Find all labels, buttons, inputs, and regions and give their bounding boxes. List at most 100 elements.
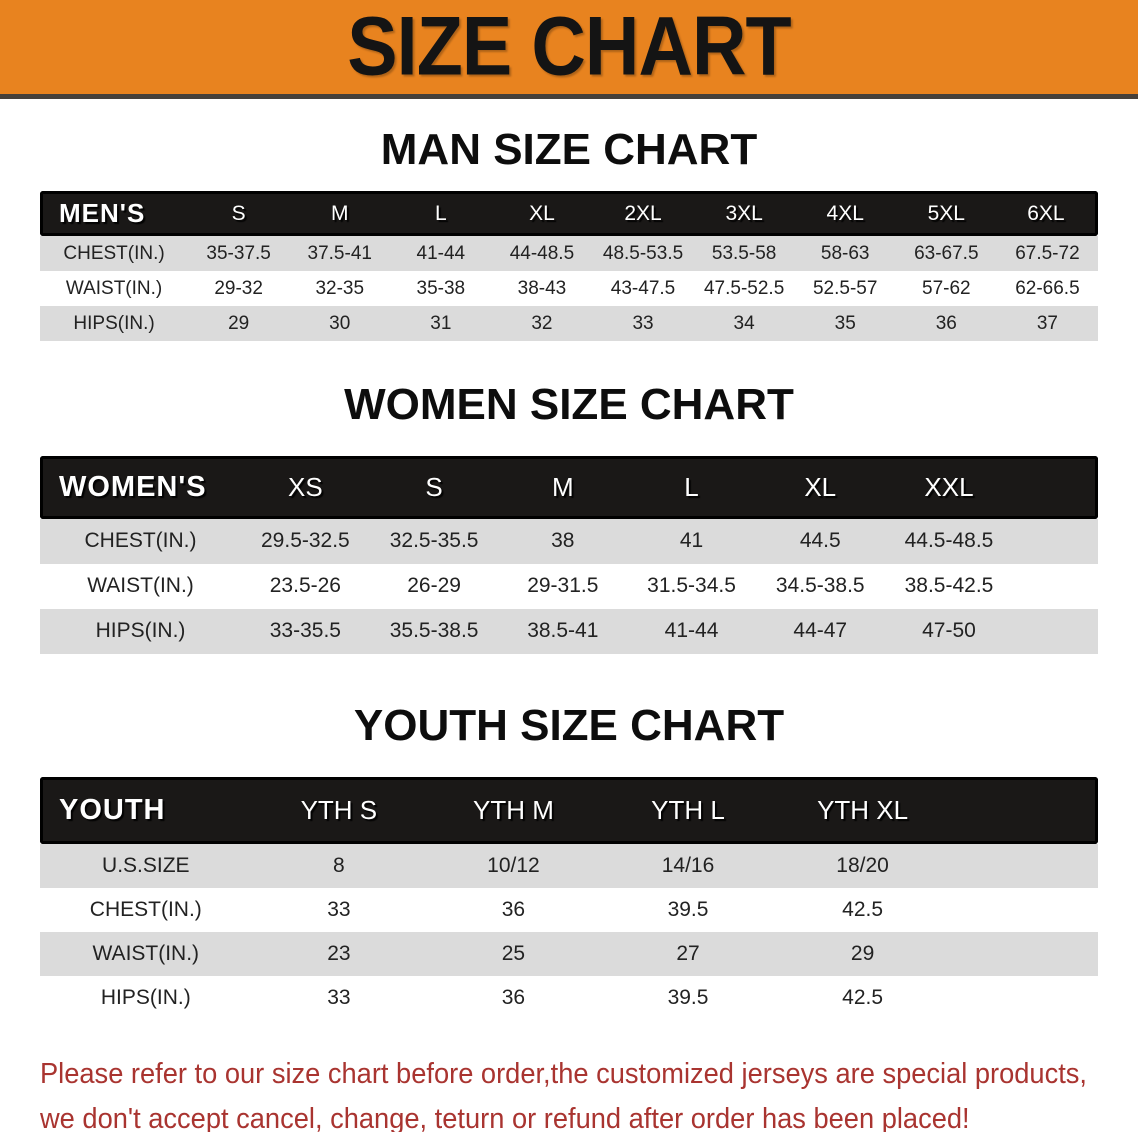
women-spacer-column <box>1013 455 1098 519</box>
women-section-heading: WOMEN SIZE CHART <box>344 380 794 430</box>
women-cell: 38.5-41 <box>498 608 628 654</box>
men-cell: 36 <box>895 306 997 342</box>
men-cell: 48.5-53.5 <box>592 236 694 272</box>
women-size-column-header: XL <box>755 455 885 519</box>
men-group-label: MEN'S <box>40 191 189 237</box>
women-cell: 44.5-48.5 <box>884 518 1014 564</box>
youth-cell: 39.5 <box>667 986 709 1010</box>
women-cell: 41 <box>627 518 756 564</box>
women-row-label: HIPS(IN.) <box>40 608 242 654</box>
men-size-column-header: 6XL <box>996 191 1098 237</box>
youth-spacer-cell <box>949 844 1098 889</box>
women-size-section: WOMEN SIZE CHART WOMEN'S XS S M L XL XXL CHEST(I… <box>0 380 1138 654</box>
youth-row-label: WAIST(IN.) <box>40 932 252 977</box>
men-cell: 29-32 <box>214 277 263 299</box>
men-cell: 37 <box>996 306 1098 342</box>
men-size-column-header: 4XL <box>794 191 896 237</box>
women-size-column-header: XXL <box>884 455 1014 519</box>
women-cell: 38 <box>498 518 628 564</box>
women-table-row: WAIST(IN.) 23.5-26 26-29 29-31.5 31.5-34.5 34… <box>40 564 1098 609</box>
women-cell: 31.5-34.5 <box>647 574 736 598</box>
women-cell: 35.5-38.5 <box>369 608 499 654</box>
men-cell: 30 <box>289 306 391 342</box>
men-size-section: MAN SIZE CHART MEN'S S M L XL 2XL 3XL 4XL 5XL 6XL C… <box>0 125 1138 342</box>
youth-header-row: YOUTH YTH S YTH M YTH L YTH XL <box>40 777 1098 845</box>
men-row-label: HIPS(IN.) <box>40 306 189 342</box>
men-table-row: HIPS(IN.) 29 30 31 32 33 34 35 36 37 <box>40 306 1098 342</box>
men-size-column-header: L <box>390 191 492 237</box>
women-size-column-header: S <box>369 455 499 519</box>
youth-cell: 36 <box>501 898 526 922</box>
men-size-column-header: XL <box>491 191 593 237</box>
men-cell: 57-62 <box>922 277 971 299</box>
youth-cell: 25 <box>426 932 601 977</box>
men-cell: 32 <box>491 306 593 342</box>
women-cell: 26-29 <box>407 574 461 598</box>
women-cell: 29-31.5 <box>527 574 599 598</box>
men-cell: 63-67.5 <box>895 236 997 272</box>
men-size-column-header: 3XL <box>693 191 795 237</box>
women-table-row: HIPS(IN.) 33-35.5 35.5-38.5 38.5-41 41-44 44-… <box>40 608 1098 654</box>
youth-size-column-header: YTH XL <box>775 777 950 845</box>
women-cell: 34.5-38.5 <box>775 574 865 598</box>
youth-spacer-cell <box>949 932 1098 977</box>
women-size-column-header: L <box>627 455 756 519</box>
men-cell: 32-35 <box>315 277 365 299</box>
youth-cell: 8 <box>251 844 427 889</box>
youth-table-wrap: YOUTH YTH S YTH M YTH L YTH XL U.S.SIZE 8 10/12… <box>40 777 1098 1020</box>
youth-cell: 14/16 <box>600 844 776 889</box>
youth-group-label: YOUTH <box>40 777 252 845</box>
women-table-row: CHEST(IN.) 29.5-32.5 32.5-35.5 38 41 44.5 44.5… <box>40 518 1098 564</box>
women-header-row: WOMEN'S XS S M L XL XXL <box>40 455 1098 519</box>
women-cell: 44.5 <box>755 518 885 564</box>
youth-cell: 42.5 <box>842 898 884 922</box>
men-cell: 34 <box>693 306 795 342</box>
men-cell: 41-44 <box>390 236 492 272</box>
women-row-label: CHEST(IN.) <box>40 518 242 564</box>
youth-size-column-header: YTH L <box>600 777 776 845</box>
men-table-row: WAIST(IN.) 29-32 32-35 35-38 38-43 43-47.5 47.… <box>40 271 1098 306</box>
youth-cell: 29 <box>775 932 950 977</box>
youth-cell: 18/20 <box>775 844 950 889</box>
men-cell: 37.5-41 <box>289 236 391 272</box>
youth-table-row: CHEST(IN.) 33 36 39.5 42.5 <box>40 888 1098 932</box>
youth-row-label: HIPS(IN.) <box>100 986 191 1010</box>
women-cell: 38.5-42.5 <box>904 574 994 598</box>
women-cell: 29.5-32.5 <box>241 518 370 564</box>
men-cell: 35 <box>794 306 896 342</box>
men-size-column-header: 5XL <box>895 191 997 237</box>
men-cell: 53.5-58 <box>693 236 795 272</box>
women-size-column-header: XS <box>241 455 370 519</box>
men-table-row: CHEST(IN.) 35-37.5 37.5-41 41-44 44-48.5 48.5… <box>40 236 1098 272</box>
women-spacer-cell <box>1013 564 1098 609</box>
women-size-column-header: M <box>498 455 628 519</box>
women-cell: 47-50 <box>884 608 1014 654</box>
women-spacer-cell <box>1013 518 1098 564</box>
banner-title: SIZE CHART <box>347 0 791 93</box>
youth-cell: 33 <box>327 898 351 922</box>
men-cell: 67.5-72 <box>996 236 1098 272</box>
men-size-table: MEN'S S M L XL 2XL 3XL 4XL 5XL 6XL CHEST(IN.) 35-37… <box>40 191 1098 342</box>
women-table-wrap: WOMEN'S XS S M L XL XXL CHEST(IN.) 29.5-32.5 32.5… <box>40 455 1098 654</box>
women-cell: 41-44 <box>627 608 756 654</box>
youth-spacer-cell <box>950 888 1098 932</box>
youth-cell: 23 <box>251 932 427 977</box>
men-cell: 62-66.5 <box>1015 277 1080 299</box>
men-cell: 38-43 <box>517 277 567 299</box>
youth-table-row: WAIST(IN.) 23 25 27 29 <box>40 932 1098 977</box>
men-size-column-header: M <box>289 191 391 237</box>
youth-cell: 10/12 <box>426 844 601 889</box>
youth-size-column-header: YTH M <box>426 777 601 845</box>
women-cell: 44-47 <box>755 608 885 654</box>
disclaimer-line-1: Please refer to our size chart before or… <box>40 1058 1087 1091</box>
youth-spacer-column <box>949 777 1098 845</box>
youth-cell: 33 <box>327 986 351 1010</box>
women-group-label: WOMEN'S <box>40 455 242 519</box>
men-cell: 43-47.5 <box>610 277 676 299</box>
size-chart-banner: SIZE CHART <box>0 0 1138 99</box>
youth-spacer-cell <box>950 976 1098 1020</box>
women-spacer-cell <box>1013 608 1098 654</box>
youth-size-column-header: YTH S <box>251 777 427 845</box>
men-section-heading: MAN SIZE CHART <box>380 125 758 174</box>
